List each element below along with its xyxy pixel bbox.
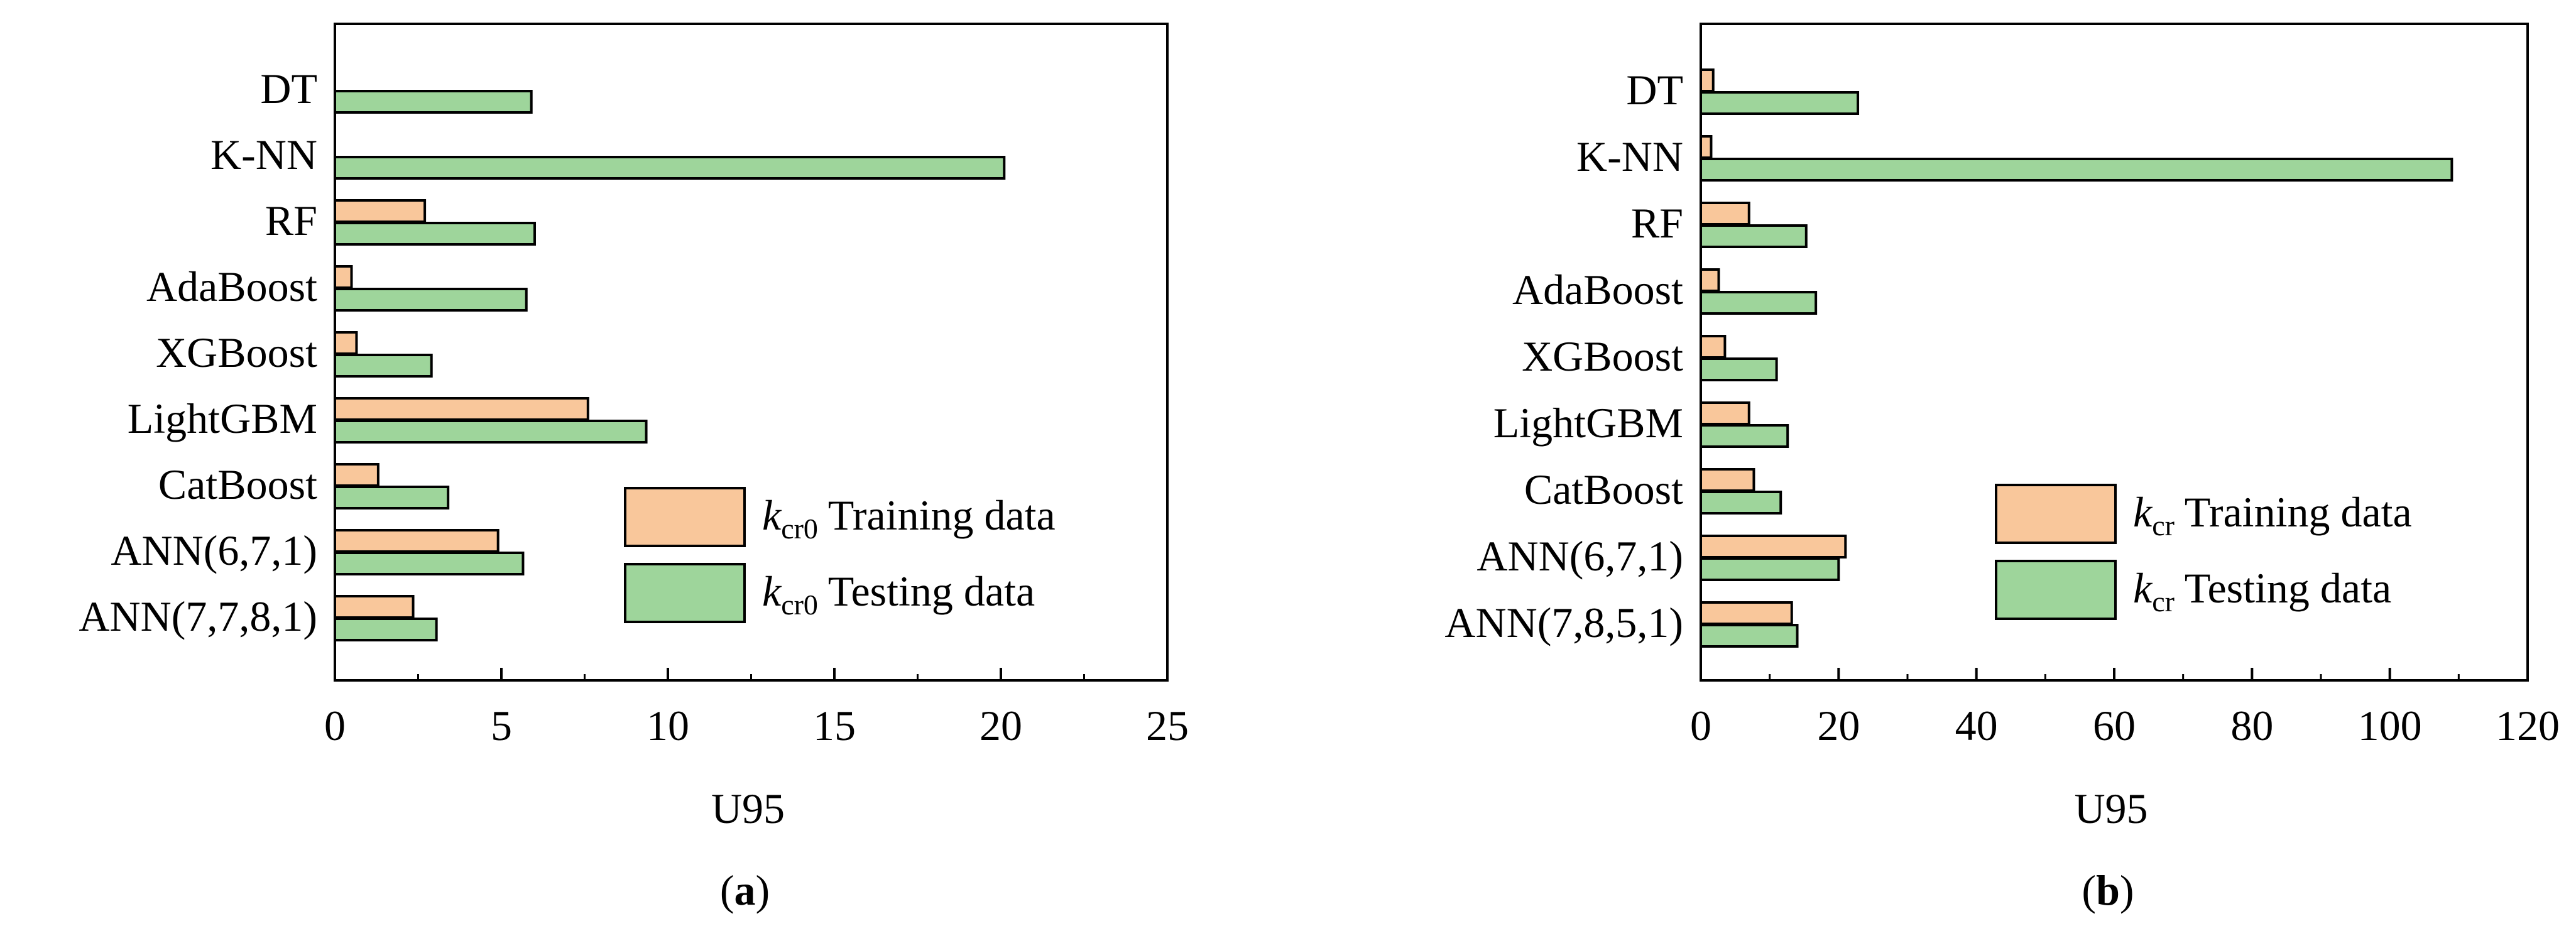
bar-training-ann-6-7-1- [1700,535,1847,558]
x-tick-label: 5 [491,702,512,749]
bar-testing-rf [334,222,536,246]
y-tick-label: ANN(6,7,1) [1476,532,1683,580]
x-axis-label: U95 [711,785,785,832]
bar-training-lightgbm [334,397,589,421]
bar-training-catboost [334,463,379,487]
legend-swatch-testing [624,563,746,623]
x-tick-label: 60 [2093,702,2136,749]
y-tick-label: ANN(7,7,8,1) [79,592,317,640]
panel-label: (b) [2082,866,2134,914]
bar-testing-adaboost [1700,291,1818,315]
y-tick-label: XGBoost [156,329,317,376]
x-tick-label: 15 [813,702,856,749]
bar-training-k-nn [1700,135,1713,159]
y-tick-label: RF [265,197,317,244]
y-tick-label: CatBoost [158,460,317,508]
bar-testing-lightgbm [1700,424,1789,448]
y-tick-label: CatBoost [1524,466,1683,513]
chart-panel-b: DT K-NN RF AdaBoost XGBoost LightGBM CatBoost A… [1444,23,2560,914]
legend-swatch-training [1995,484,2117,544]
bar-testing-ann-7-8-5-1- [1700,624,1799,648]
y-tick-label: DT [260,65,317,112]
bar-training-ann-7-8-5-1- [1700,601,1793,625]
y-tick-label: XGBoost [1522,332,1683,380]
y-tick-label: AdaBoost [146,263,317,310]
bar-training-ann-7-7-8-1- [334,595,415,619]
y-tick-label: K-NN [1576,133,1683,180]
bar-training-catboost [1700,468,1755,492]
x-tick-label: 10 [647,702,689,749]
y-tick-label: DT [1626,66,1683,114]
bar-training-rf [334,199,427,223]
bar-testing-k-nn [1700,158,2453,182]
bar-training-rf [1700,202,1750,226]
bar-training-xgboost [334,331,358,355]
y-tick-label: K-NN [210,131,317,178]
x-tick-label: 0 [324,702,346,749]
legend-swatch-training [624,487,746,547]
x-tick-label: 25 [1146,702,1189,749]
x-tick-label: 20 [980,702,1022,749]
y-tick-label: LightGBM [128,395,317,442]
bar-testing-xgboost [334,354,433,378]
legend: kcr0 Training data kcr0 Testing data [624,487,1056,623]
y-tick-label: RF [1631,199,1683,247]
legend-label-training: kcr0 Training data [762,491,1056,545]
bar-testing-dt [334,90,533,114]
legend-label-testing: kcr Testing data [2133,564,2391,618]
x-tick-label: 100 [2358,702,2422,749]
bar-training-adaboost [334,265,353,289]
bar-training-adaboost [1700,268,1720,292]
plot-frame [334,23,1169,682]
bar-testing-xgboost [1700,357,1778,381]
bar-training-dt [1700,68,1715,92]
bar-testing-ann-7-7-8-1- [334,618,438,641]
x-tick-label: 120 [2496,702,2560,749]
bar-testing-catboost [334,486,450,509]
chart-panel-a: DT K-NN RF AdaBoost XGBoost LightGBM CatBoost A… [79,23,1189,914]
legend: kcr Training data kcr Testing data [1995,484,2412,620]
y-tick-label: ANN(6,7,1) [111,526,317,574]
x-tick-label: 40 [1955,702,1998,749]
y-tick-label: AdaBoost [1512,266,1683,313]
bar-testing-catboost [1700,491,1782,515]
x-tick-label: 80 [2230,702,2273,749]
x-axis-label: U95 [2074,785,2148,832]
bar-testing-lightgbm [334,420,648,444]
panel-label: (a) [720,866,770,914]
bar-training-lightgbm [1700,401,1750,425]
x-tick-label: 20 [1817,702,1860,749]
y-tick-label: ANN(7,8,5,1) [1444,599,1683,646]
bar-training-xgboost [1700,335,1727,359]
bar-testing-ann-6-7-1- [1700,557,1840,581]
bar-testing-adaboost [334,288,528,312]
legend-swatch-testing [1995,560,2117,620]
legend-label-training: kcr Training data [2133,488,2412,542]
bar-testing-k-nn [334,156,1006,180]
x-tick-label: 0 [1690,702,1711,749]
bar-testing-dt [1700,91,1860,115]
legend-label-testing: kcr0 Testing data [762,567,1035,621]
bar-training-ann-6-7-1- [334,529,499,553]
bar-testing-ann-6-7-1- [334,552,525,575]
bar-testing-rf [1700,224,1808,248]
y-tick-label: LightGBM [1493,399,1683,447]
